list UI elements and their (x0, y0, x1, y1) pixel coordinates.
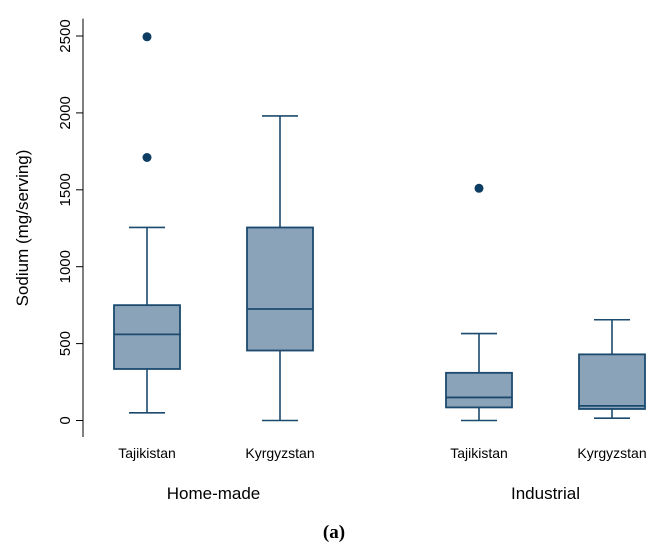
y-tick-label: 0 (57, 416, 74, 424)
panel-label: (a) (322, 522, 346, 543)
box-3 (445, 183, 513, 422)
iqr-box (578, 353, 646, 410)
y-tick-label: 1500 (57, 173, 74, 206)
group-label: Industrial (511, 484, 580, 503)
y-axis: 0 500 1000 1500 2000 2500 (57, 18, 84, 437)
outlier-point (142, 32, 152, 42)
y-tick-label: 1000 (57, 250, 74, 283)
y-tick-label: 2500 (57, 19, 74, 52)
y-axis-title: Sodium (mg/serving) (13, 150, 32, 307)
y-tick-label: 2000 (57, 96, 74, 129)
outlier-point (474, 183, 484, 193)
iqr-box (445, 371, 513, 409)
y-tick-label: 500 (57, 331, 74, 356)
box-1 (113, 32, 181, 414)
box-2 (246, 115, 314, 422)
x-tick-label: Kyrgyzstan (577, 445, 646, 461)
x-tick-label: Tajikistan (118, 445, 176, 461)
group-label: Home-made (167, 484, 261, 503)
outlier-point (142, 153, 152, 163)
iqr-box (113, 304, 181, 370)
x-tick-label: Kyrgyzstan (245, 445, 314, 461)
x-tick-label: Tajikistan (450, 445, 508, 461)
x-axis: Tajikistan Kyrgyzstan Tajikistan Kyrgyzstan… (118, 445, 646, 503)
iqr-box (246, 226, 314, 352)
boxes (113, 32, 646, 422)
box-4 (578, 318, 646, 419)
